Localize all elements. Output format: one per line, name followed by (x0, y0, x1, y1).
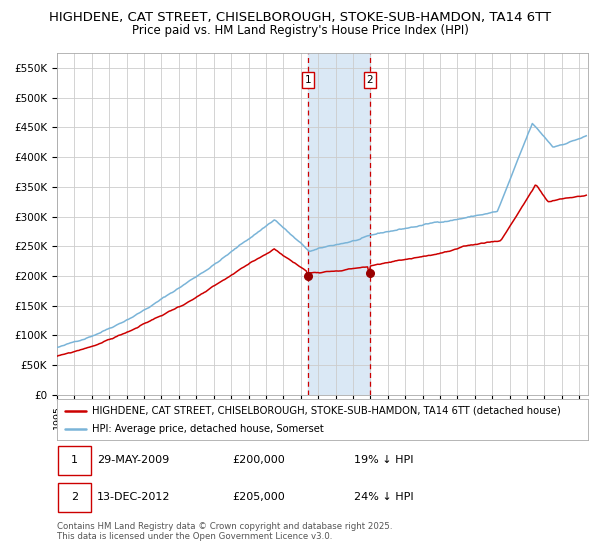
Text: HIGHDENE, CAT STREET, CHISELBOROUGH, STOKE-SUB-HAMDON, TA14 6TT: HIGHDENE, CAT STREET, CHISELBOROUGH, STO… (49, 11, 551, 24)
Text: 1: 1 (305, 75, 311, 85)
Text: Price paid vs. HM Land Registry's House Price Index (HPI): Price paid vs. HM Land Registry's House … (131, 24, 469, 37)
Text: 1: 1 (71, 455, 78, 465)
Text: 24% ↓ HPI: 24% ↓ HPI (355, 492, 414, 502)
Text: £200,000: £200,000 (232, 455, 285, 465)
Text: HPI: Average price, detached house, Somerset: HPI: Average price, detached house, Some… (92, 424, 323, 434)
Text: 13-DEC-2012: 13-DEC-2012 (97, 492, 170, 502)
Text: 2: 2 (367, 75, 373, 85)
Text: HIGHDENE, CAT STREET, CHISELBOROUGH, STOKE-SUB-HAMDON, TA14 6TT (detached house): HIGHDENE, CAT STREET, CHISELBOROUGH, STO… (92, 405, 560, 416)
Text: Contains HM Land Registry data © Crown copyright and database right 2025.
This d: Contains HM Land Registry data © Crown c… (57, 522, 392, 542)
Text: 19% ↓ HPI: 19% ↓ HPI (355, 455, 414, 465)
Text: £205,000: £205,000 (232, 492, 285, 502)
Text: 2: 2 (71, 492, 78, 502)
FancyBboxPatch shape (58, 483, 91, 512)
Bar (308, 53, 370, 395)
Text: 29-MAY-2009: 29-MAY-2009 (97, 455, 169, 465)
FancyBboxPatch shape (58, 446, 91, 475)
